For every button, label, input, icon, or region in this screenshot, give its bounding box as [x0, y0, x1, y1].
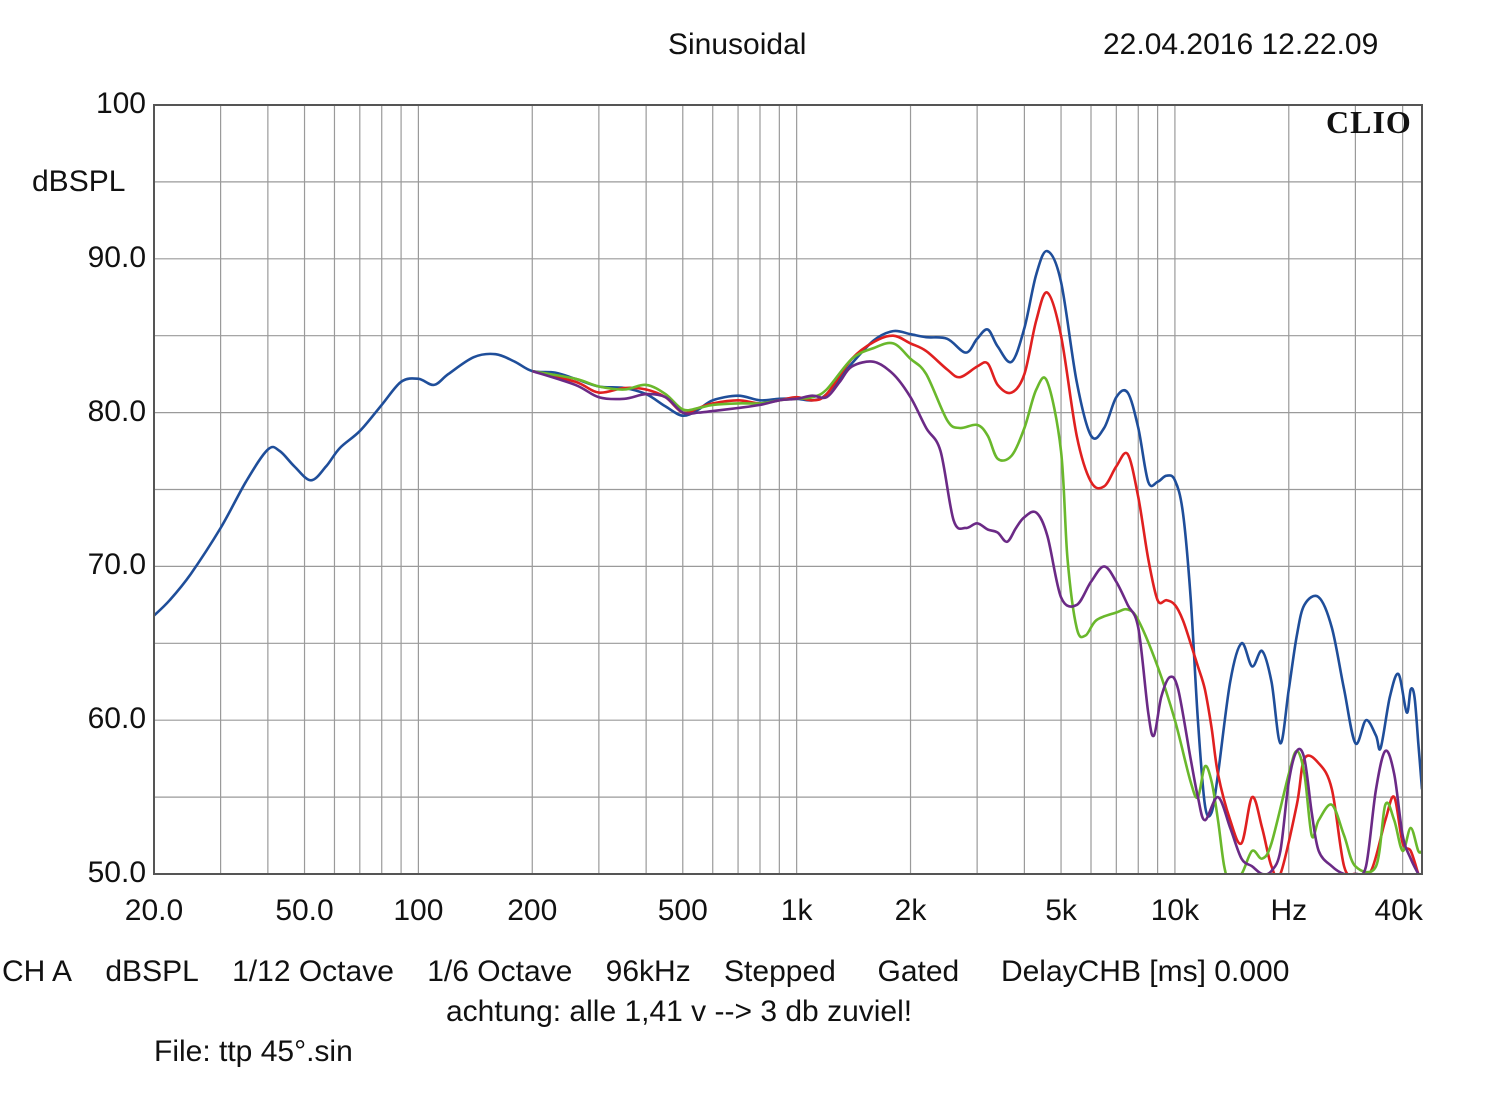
y-tick-label: 80.0	[87, 394, 146, 428]
info-resolution: 1/12 Octave	[232, 955, 394, 988]
y-tick-label: 100	[95, 87, 146, 120]
x-tick-label: 100	[393, 894, 444, 927]
x-tick-label: 50.0	[275, 894, 334, 927]
y-axis-unit-label: dBSPL	[32, 165, 126, 198]
x-tick-label: 10k	[1150, 894, 1200, 927]
plot-frame	[153, 104, 1423, 875]
y-tick-label: 60.0	[87, 702, 146, 736]
x-tick-label: 1k	[780, 894, 813, 927]
chart-grid	[153, 104, 1422, 875]
info-smoothing: 1/6 Octave	[427, 955, 573, 988]
x-tick-label: 20.0	[124, 894, 184, 927]
series-blue-line	[154, 249, 1422, 818]
clio-brand-label: CLIO	[1326, 104, 1412, 140]
info-delay: DelayCHB [ms] 0.000	[1000, 955, 1290, 988]
measurement-note: achtung: alle 1,41 v --> 3 db zuviel!	[446, 995, 913, 1028]
timestamp: 22.04.2016 12.22.09	[1103, 28, 1379, 61]
x-tick-label: Hz	[1270, 894, 1308, 927]
chart-title: Sinusoidal	[668, 28, 807, 61]
chart-curves	[154, 249, 1422, 874]
x-tick-label: 200	[507, 894, 558, 927]
measurement-info: CH A dBSPL 1/12 Octave 1/6 Octave 96kHz …	[2, 955, 1289, 989]
y-tick-label: 50.0	[87, 856, 146, 889]
x-tick-label: 40k	[1374, 894, 1423, 927]
info-unit: dBSPL	[105, 955, 199, 988]
x-tick-label: 500	[657, 894, 708, 927]
info-samplerate: 96kHz	[605, 955, 691, 988]
info-mode: Stepped	[724, 955, 836, 988]
file-name: File: ttp 45°.sin	[154, 1035, 353, 1068]
series-purple-line	[531, 360, 1420, 874]
y-tick-label: 70.0	[87, 548, 146, 582]
x-tick-label: 2k	[894, 894, 927, 927]
info-gating: Gated	[877, 955, 960, 988]
y-tick-label: 90.0	[87, 240, 146, 274]
info-channel: CH A	[2, 955, 73, 988]
x-tick-label: 5k	[1045, 894, 1077, 927]
